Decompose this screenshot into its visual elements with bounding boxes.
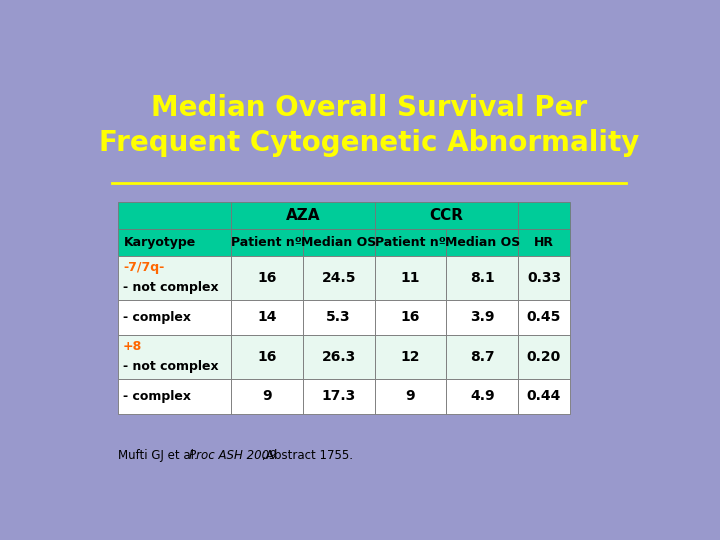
Text: - not complex: - not complex [123,360,219,373]
Bar [446,335,518,379]
Bar [374,335,446,379]
Bar [118,379,231,414]
Bar [374,300,446,335]
Text: 24.5: 24.5 [321,271,356,285]
Bar [118,229,231,256]
Bar [302,379,374,414]
Text: Mufti GJ et al.: Mufti GJ et al. [118,449,202,462]
Bar [446,379,518,414]
Text: 0.45: 0.45 [527,310,561,325]
Text: 8.7: 8.7 [470,350,495,364]
Text: Patient nº: Patient nº [231,236,302,249]
Bar [302,256,374,300]
Text: - complex: - complex [123,311,191,324]
Bar [118,335,231,379]
Bar [231,379,302,414]
Text: -7/7q-: -7/7q- [123,261,164,274]
Text: Karyotype: Karyotype [124,236,197,249]
Bar [518,300,570,335]
Text: 17.3: 17.3 [322,389,356,403]
Text: 26.3: 26.3 [322,350,356,364]
Text: +8: +8 [123,340,143,353]
Text: Patient nº: Patient nº [375,236,446,249]
Text: 14: 14 [257,310,276,325]
Text: AZA: AZA [285,208,320,223]
Bar [302,335,374,379]
Bar [374,379,446,414]
Text: 0.44: 0.44 [527,389,561,403]
Bar [518,335,570,379]
Text: 16: 16 [401,310,420,325]
Text: 11: 11 [401,271,420,285]
Text: 9: 9 [262,389,271,403]
Text: 8.1: 8.1 [470,271,495,285]
Text: 3.9: 3.9 [470,310,495,325]
Bar [231,256,302,300]
Text: 16: 16 [257,271,276,285]
Bar [518,256,570,300]
Text: 5.3: 5.3 [326,310,351,325]
Bar [518,379,570,414]
Text: 0.20: 0.20 [527,350,561,364]
Bar [231,300,302,335]
Bar [302,300,374,335]
Text: Proc ASH 2009: Proc ASH 2009 [189,449,277,462]
Text: 12: 12 [401,350,420,364]
Text: CCR: CCR [429,208,464,223]
Bar [518,202,570,229]
Text: Median OS: Median OS [301,236,377,249]
Bar [118,300,231,335]
Text: 16: 16 [257,350,276,364]
Bar [302,229,374,256]
Bar [118,256,231,300]
Text: 9: 9 [405,389,415,403]
Bar [518,229,570,256]
Bar [231,202,374,229]
Bar [231,229,302,256]
Text: - complex: - complex [123,390,191,403]
Text: HR: HR [534,236,554,249]
Bar [118,202,231,229]
Bar [374,202,518,229]
Bar [446,300,518,335]
Bar [446,256,518,300]
Bar [374,256,446,300]
Text: ;Abstract 1755.: ;Abstract 1755. [262,449,353,462]
Text: - not complex: - not complex [123,281,219,294]
Bar [374,229,446,256]
Text: Median Overall Survival Per
Frequent Cytogenetic Abnormality: Median Overall Survival Per Frequent Cyt… [99,94,639,157]
Bar [446,229,518,256]
Text: Median OS: Median OS [445,236,520,249]
Text: 4.9: 4.9 [470,389,495,403]
Text: 0.33: 0.33 [527,271,561,285]
Bar [231,335,302,379]
